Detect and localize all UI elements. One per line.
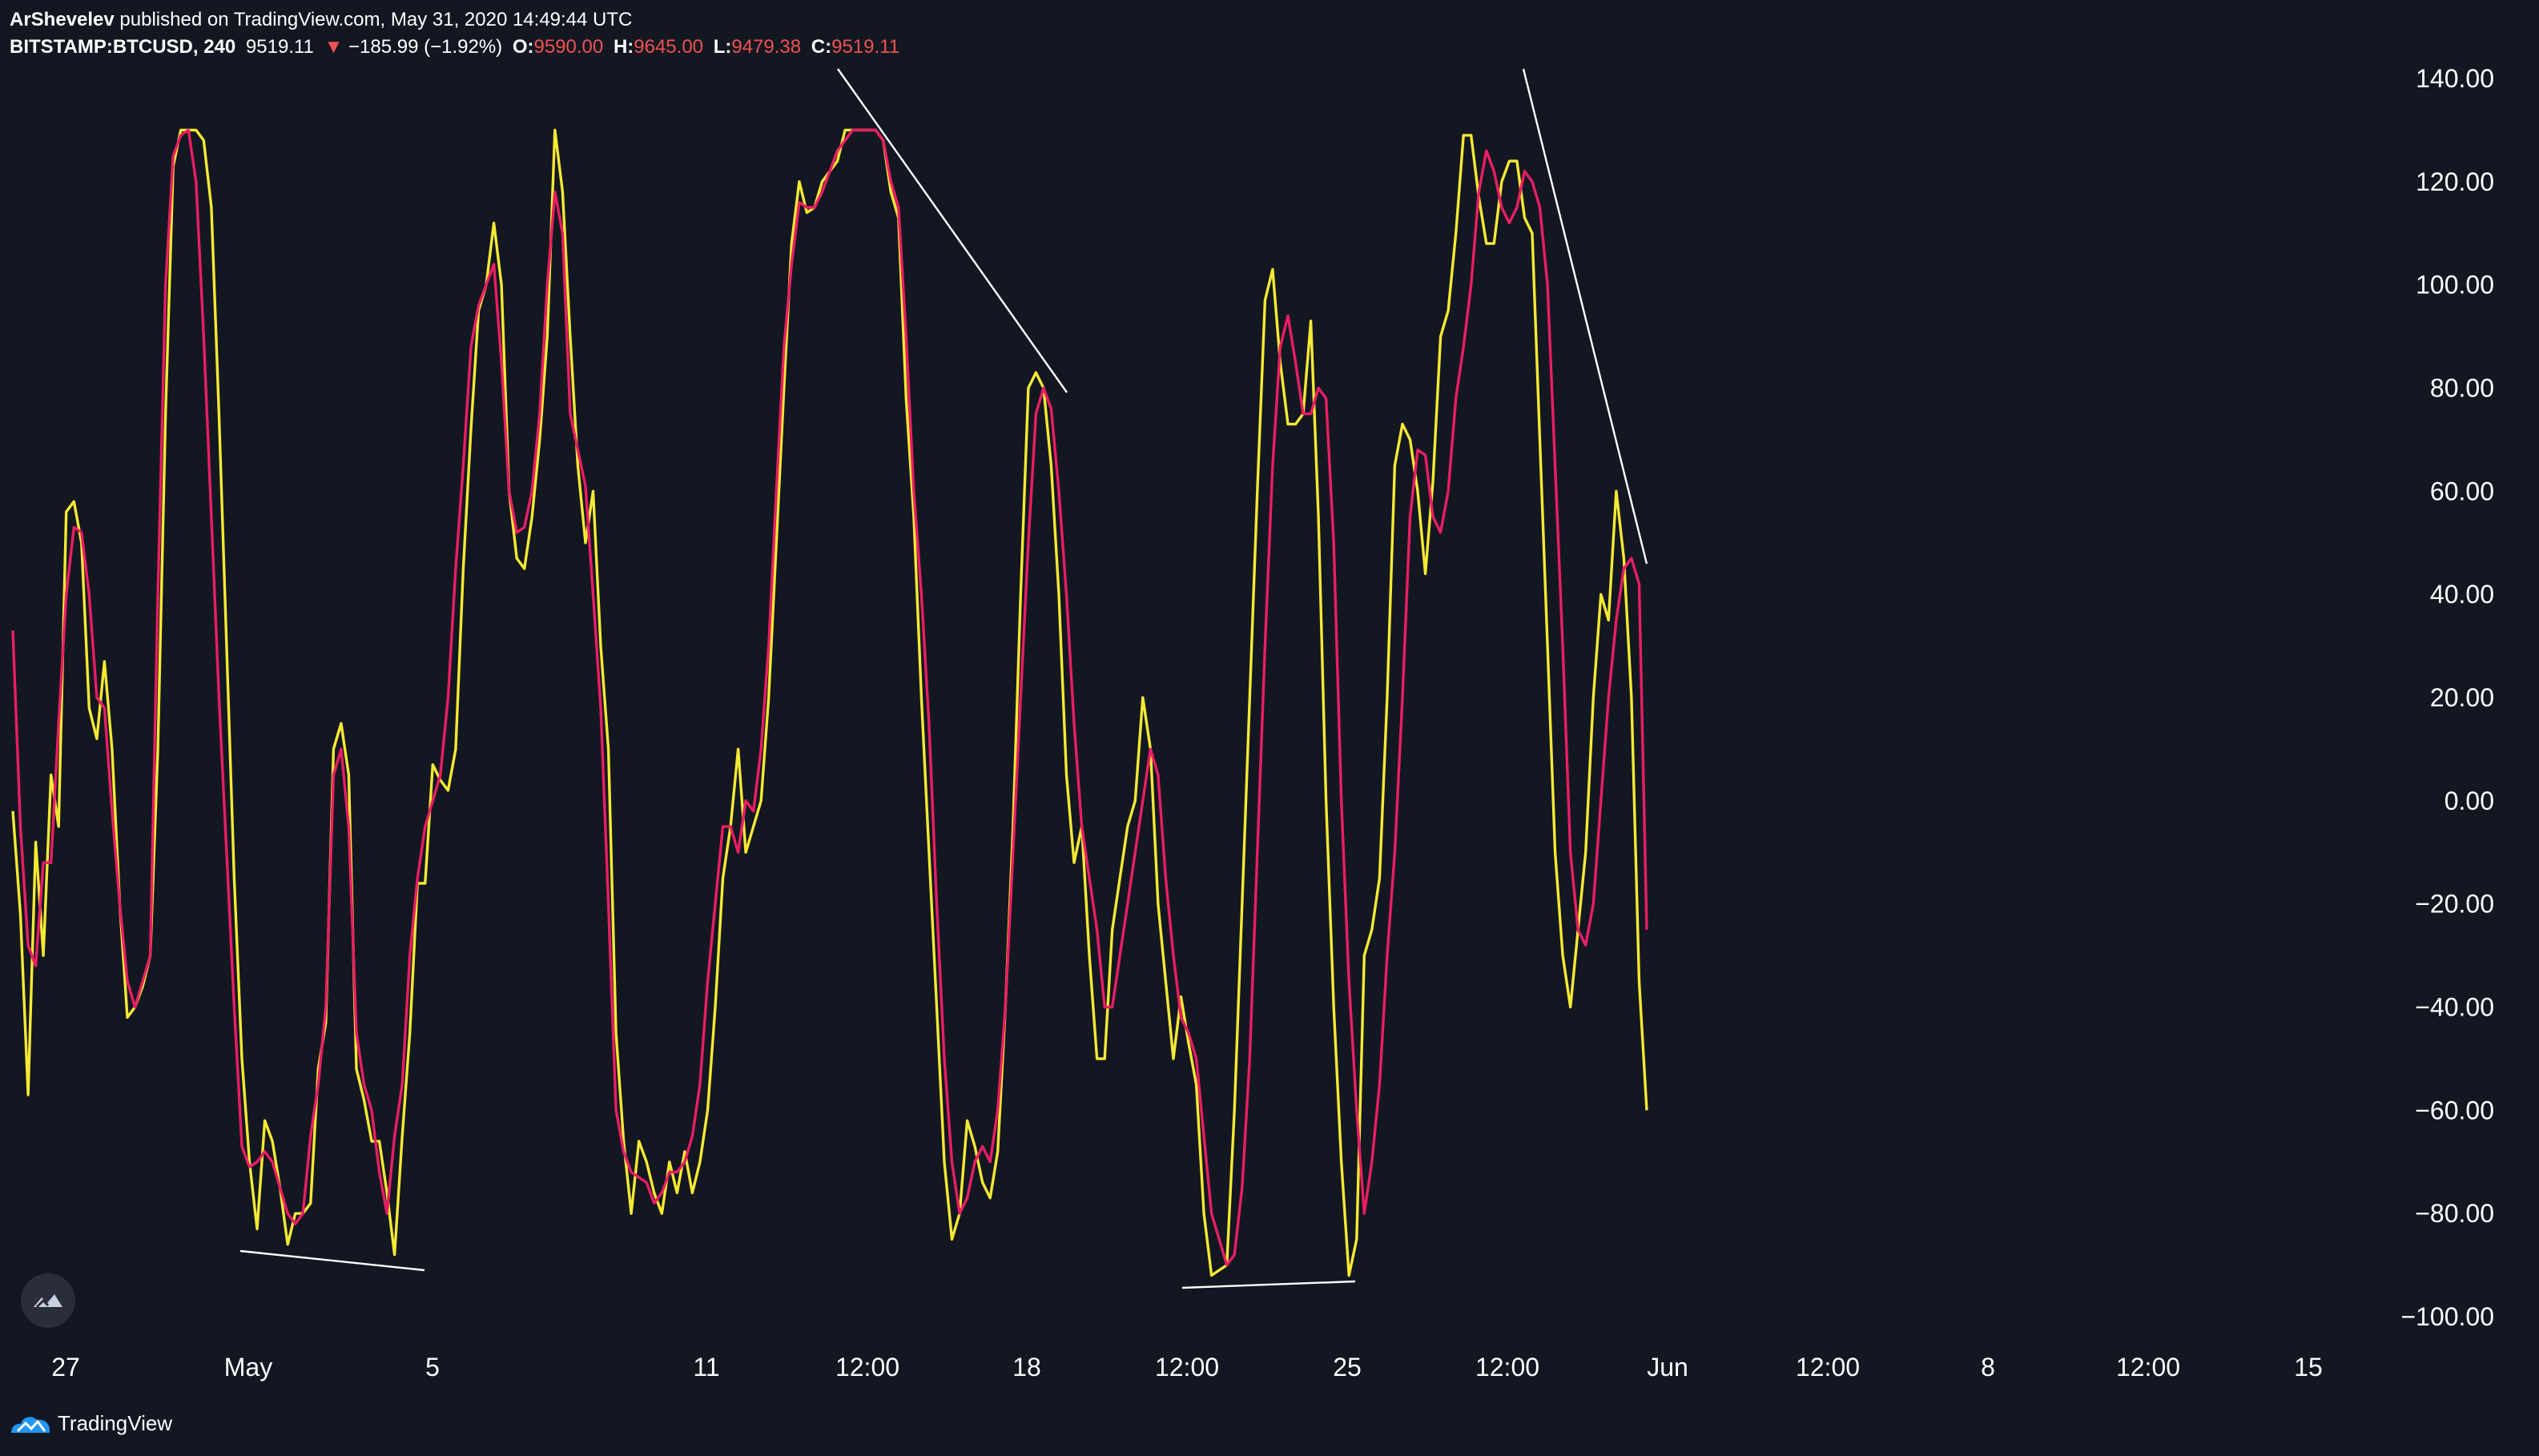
tradingview-brand[interactable]: TradingView: [58, 1411, 173, 1435]
series-lines: [11, 128, 1648, 1277]
high-label: H:: [613, 36, 634, 58]
down-arrow-icon: ▼: [324, 36, 344, 58]
y-tick-label: 0.00: [2444, 786, 2494, 815]
x-tick-label: Jun: [1647, 1353, 1688, 1382]
last-price: 9519.11: [245, 36, 314, 58]
trend-line[interactable]: [239, 1249, 425, 1272]
y-tick-label: 140.00: [2416, 64, 2494, 93]
y-tick-label: −40.00: [2415, 993, 2494, 1022]
y-tick-label: 120.00: [2416, 167, 2494, 196]
y-tick-label: 80.00: [2430, 374, 2494, 403]
footer-branding: TradingView: [10, 1411, 172, 1436]
y-tick-label: −100.00: [2400, 1302, 2494, 1331]
x-tick-label: 12:00: [835, 1353, 899, 1382]
high-value: 9645.00: [634, 36, 704, 58]
y-tick-label: −80.00: [2415, 1199, 2494, 1228]
x-tick-label: 5: [425, 1353, 440, 1382]
trend-lines: [239, 68, 1648, 1289]
x-tick-label: 18: [1012, 1353, 1041, 1382]
price-change: −185.99 (−1.92%): [348, 36, 503, 58]
chart-header: ArShevelev published on TradingView.com,…: [10, 6, 904, 61]
stoch-d-line: [11, 128, 1648, 1267]
y-axis[interactable]: 140.00 120.00 100.00 80.00 60.00 40.00 20.00 0.…: [2400, 64, 2494, 1331]
trend-line[interactable]: [1522, 68, 1648, 565]
x-tick-label: 12:00: [1796, 1353, 1860, 1382]
open-value: 9590.00: [533, 36, 604, 58]
tradingview-logo-icon: [11, 1416, 50, 1433]
low-label: L:: [713, 36, 732, 58]
ohlc-line: BITSTAMP:BTCUSD, 240 9519.11 ▼ −185.99 (…: [10, 34, 904, 61]
cloud-icon: [34, 1294, 62, 1309]
x-tick-label: 27: [51, 1353, 80, 1382]
x-tick-label: 11: [693, 1353, 719, 1382]
close-value: 9519.11: [831, 36, 900, 58]
x-tick-label: 8: [1981, 1353, 1995, 1382]
x-tick-label: May: [224, 1353, 272, 1382]
x-tick-label: 12:00: [1155, 1353, 1219, 1382]
y-tick-label: −60.00: [2415, 1096, 2494, 1124]
y-tick-label: −20.00: [2415, 890, 2494, 919]
tradingview-logo-button[interactable]: [21, 1273, 75, 1328]
low-value: 9479.38: [731, 36, 802, 58]
open-label: O:: [512, 36, 534, 58]
y-tick-label: 100.00: [2416, 271, 2494, 300]
publish-line: ArShevelev published on TradingView.com,…: [10, 6, 904, 34]
x-axis[interactable]: 27 May 5 11 12:00 18 12:00 25 12:00 Jun 12:00 8 12:0…: [51, 1353, 2323, 1382]
y-tick-label: 40.00: [2430, 580, 2494, 609]
author-name[interactable]: ArShevelev: [10, 9, 115, 30]
published-text: published on TradingView.com, May 31, 20…: [119, 9, 633, 30]
x-tick-label: 25: [1333, 1353, 1362, 1382]
y-tick-label: 60.00: [2430, 477, 2494, 505]
y-tick-label: 20.00: [2430, 683, 2494, 712]
x-tick-label: 15: [2294, 1353, 2323, 1382]
x-tick-label: 12:00: [1475, 1353, 1539, 1382]
trend-line[interactable]: [837, 68, 1068, 393]
symbol-label[interactable]: BITSTAMP:BTCUSD, 240: [10, 36, 236, 58]
trend-line[interactable]: [1181, 1280, 1356, 1289]
x-tick-label: 12:00: [2116, 1353, 2180, 1382]
close-label: C:: [811, 36, 832, 58]
